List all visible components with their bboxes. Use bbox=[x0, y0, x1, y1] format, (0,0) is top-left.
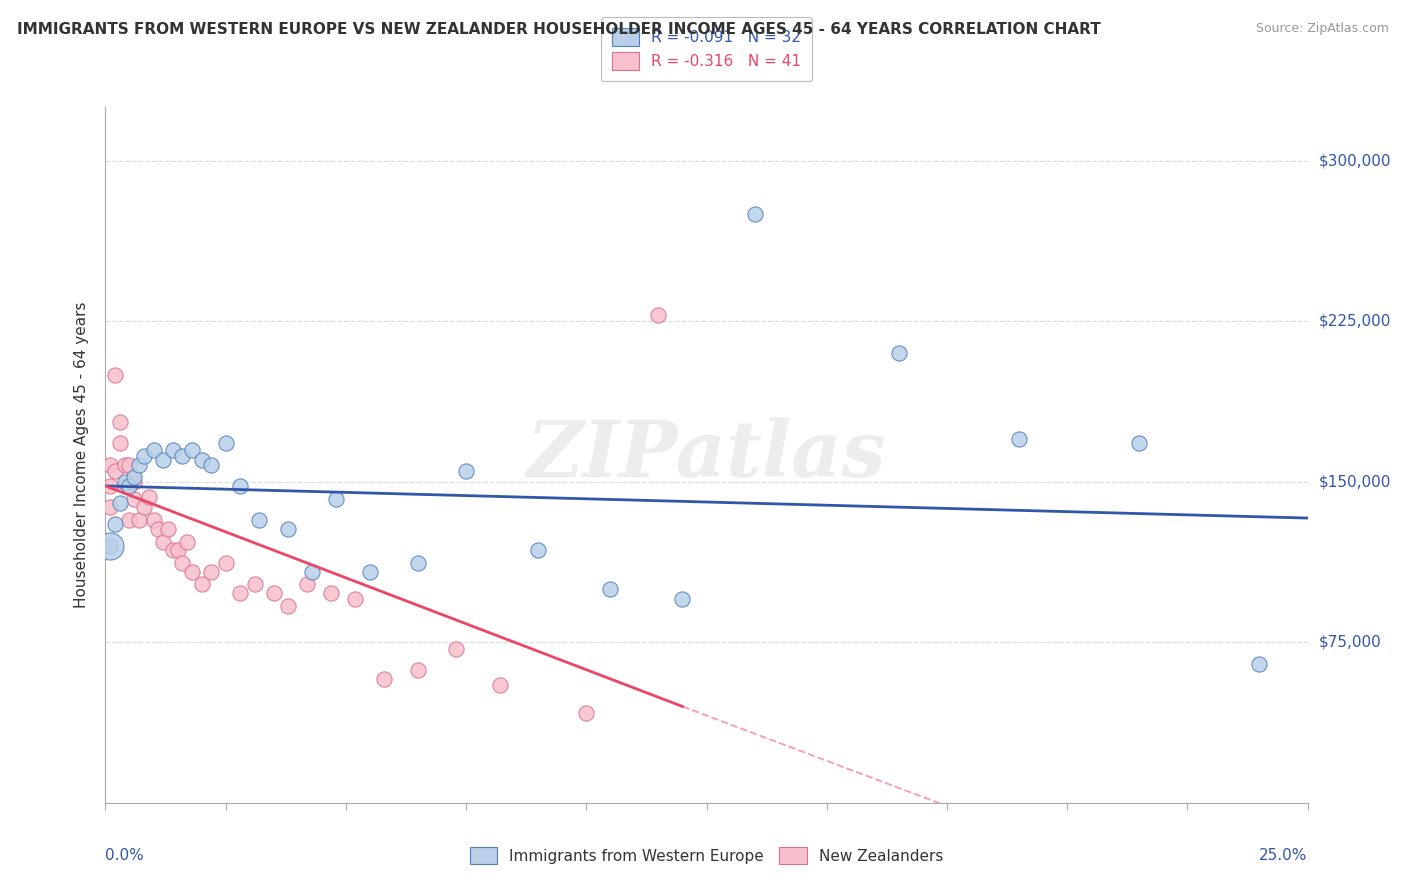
Point bbox=[114, 479, 136, 493]
Point bbox=[454, 464, 477, 478]
Point bbox=[132, 449, 155, 463]
Point bbox=[98, 539, 121, 553]
Point bbox=[138, 490, 160, 504]
Point bbox=[142, 442, 165, 457]
Point bbox=[599, 582, 621, 596]
Point bbox=[162, 543, 184, 558]
Point bbox=[301, 565, 323, 579]
Point bbox=[142, 513, 165, 527]
Point bbox=[176, 534, 198, 549]
Point bbox=[243, 577, 266, 591]
Point bbox=[118, 479, 141, 493]
Point bbox=[344, 592, 367, 607]
Point bbox=[647, 308, 669, 322]
Point bbox=[104, 517, 127, 532]
Point bbox=[104, 368, 127, 382]
Point bbox=[108, 415, 131, 429]
Point bbox=[156, 522, 179, 536]
Point bbox=[1249, 657, 1271, 671]
Point bbox=[98, 479, 121, 493]
Point bbox=[114, 475, 136, 489]
Point bbox=[277, 599, 299, 613]
Point bbox=[108, 496, 131, 510]
Point bbox=[200, 458, 222, 472]
Point bbox=[297, 577, 319, 591]
Point bbox=[277, 522, 299, 536]
Point bbox=[321, 586, 343, 600]
Point bbox=[406, 663, 429, 677]
Point bbox=[104, 464, 127, 478]
Point bbox=[118, 458, 141, 472]
Point bbox=[446, 641, 468, 656]
Text: $150,000: $150,000 bbox=[1319, 475, 1391, 489]
Point bbox=[190, 577, 212, 591]
Point bbox=[1008, 432, 1031, 446]
Point bbox=[406, 556, 429, 570]
Point bbox=[263, 586, 285, 600]
Y-axis label: Householder Income Ages 45 - 64 years: Householder Income Ages 45 - 64 years bbox=[75, 301, 90, 608]
Point bbox=[229, 479, 252, 493]
Point bbox=[114, 458, 136, 472]
Point bbox=[181, 442, 204, 457]
Point bbox=[575, 706, 598, 720]
Point bbox=[98, 458, 121, 472]
Point bbox=[108, 436, 131, 450]
Point bbox=[214, 556, 236, 570]
Point bbox=[229, 586, 252, 600]
Point bbox=[172, 449, 194, 463]
Point bbox=[128, 513, 150, 527]
Text: 0.0%: 0.0% bbox=[105, 848, 145, 863]
Point bbox=[373, 672, 395, 686]
Point bbox=[744, 207, 766, 221]
Point bbox=[172, 556, 194, 570]
Text: 25.0%: 25.0% bbox=[1260, 848, 1308, 863]
Text: $300,000: $300,000 bbox=[1319, 153, 1391, 168]
Point bbox=[124, 491, 146, 506]
Point bbox=[325, 491, 347, 506]
Point bbox=[152, 453, 174, 467]
Text: $225,000: $225,000 bbox=[1319, 314, 1391, 328]
Text: $75,000: $75,000 bbox=[1319, 635, 1382, 649]
Point bbox=[128, 458, 150, 472]
Point bbox=[488, 678, 510, 692]
Point bbox=[98, 539, 121, 553]
Point bbox=[124, 470, 146, 484]
Text: ZIPatlas: ZIPatlas bbox=[527, 417, 886, 493]
Point bbox=[162, 442, 184, 457]
Point bbox=[132, 500, 155, 515]
Point bbox=[190, 453, 212, 467]
Point bbox=[527, 543, 550, 558]
Point bbox=[359, 565, 381, 579]
Text: Source: ZipAtlas.com: Source: ZipAtlas.com bbox=[1256, 22, 1389, 36]
Point bbox=[181, 565, 204, 579]
Legend: Immigrants from Western Europe, New Zealanders: Immigrants from Western Europe, New Zeal… bbox=[458, 836, 955, 875]
Point bbox=[148, 522, 170, 536]
Point bbox=[200, 565, 222, 579]
Point bbox=[887, 346, 910, 360]
Point bbox=[124, 475, 146, 489]
Point bbox=[247, 513, 270, 527]
Point bbox=[214, 436, 236, 450]
Point bbox=[166, 543, 188, 558]
Point bbox=[1128, 436, 1150, 450]
Point bbox=[152, 534, 174, 549]
Point bbox=[98, 500, 121, 515]
Point bbox=[118, 513, 141, 527]
Point bbox=[671, 592, 693, 607]
Text: IMMIGRANTS FROM WESTERN EUROPE VS NEW ZEALANDER HOUSEHOLDER INCOME AGES 45 - 64 : IMMIGRANTS FROM WESTERN EUROPE VS NEW ZE… bbox=[17, 22, 1101, 37]
